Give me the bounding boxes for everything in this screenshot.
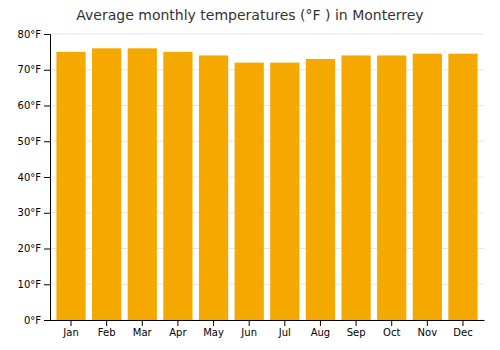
- x-tick: May: [203, 320, 224, 338]
- x-tick: Dec: [453, 320, 472, 338]
- y-tick: 70°F: [18, 64, 50, 75]
- x-tick-label: Dec: [453, 327, 472, 338]
- x-tick-label: Sep: [347, 327, 366, 338]
- x-axis: Jan Feb Mar Apr May Jun Jul Aug Sep Oct Nov Dec: [51, 320, 485, 338]
- bars: [56, 48, 477, 320]
- bar: [306, 59, 335, 320]
- y-tick: 60°F: [18, 100, 50, 111]
- x-tick-label: Oct: [383, 327, 400, 338]
- y-tick-mark: [44, 34, 50, 35]
- x-tick: Nov: [418, 320, 438, 338]
- bar: [448, 54, 477, 320]
- y-tick: 0°F: [24, 315, 50, 326]
- x-tick: Oct: [383, 320, 400, 338]
- bar: [92, 48, 121, 320]
- bar: [270, 63, 299, 320]
- y-tick-mark: [44, 141, 50, 142]
- y-tick-mark: [44, 284, 50, 285]
- y-tick: 30°F: [18, 207, 50, 218]
- y-tick: 20°F: [18, 243, 50, 254]
- x-tick-label: May: [203, 327, 224, 338]
- x-tick: Jan: [62, 320, 78, 338]
- y-tick: 10°F: [18, 279, 50, 290]
- x-tick-label: Jun: [240, 327, 257, 338]
- x-tick-mark: [356, 320, 357, 326]
- x-tick-label: Aug: [311, 327, 331, 338]
- bar: [341, 55, 370, 320]
- x-tick-mark: [284, 320, 285, 326]
- x-tick: Apr: [169, 320, 187, 338]
- x-tick-label: Jan: [62, 327, 78, 338]
- bar: [413, 54, 442, 320]
- x-tick-mark: [462, 320, 463, 326]
- y-axis: 0°F 10°F 20°F 30°F 40°F 50°F 60°F 70°F 80°F: [18, 29, 51, 326]
- y-tick-label: 0°F: [24, 315, 41, 326]
- x-tick-label: Jul: [278, 327, 291, 338]
- bar: [235, 63, 264, 320]
- y-tick-label: 70°F: [18, 64, 42, 75]
- bar: [56, 52, 85, 320]
- y-tick-label: 80°F: [18, 29, 42, 40]
- chart: 0°F 10°F 20°F 30°F 40°F 50°F 60°F 70°F 80°F Jan Fe…: [0, 0, 500, 350]
- x-tick: Feb: [98, 320, 116, 338]
- y-tick-label: 60°F: [18, 100, 42, 111]
- y-axis-line: [44, 35, 51, 321]
- x-tick-label: Feb: [98, 327, 116, 338]
- y-tick-label: 40°F: [18, 172, 42, 183]
- y-tick-mark: [44, 70, 50, 71]
- x-tick-mark: [427, 320, 428, 326]
- x-tick-mark: [249, 320, 250, 326]
- bar: [163, 52, 192, 320]
- x-tick-mark: [320, 320, 321, 326]
- y-tick-label: 50°F: [18, 136, 42, 147]
- grid-line: [50, 34, 484, 35]
- x-tick: Jun: [240, 320, 257, 338]
- x-tick-mark: [177, 320, 178, 326]
- y-tick-mark: [44, 213, 50, 214]
- x-tick-mark: [391, 320, 392, 326]
- y-tick-mark: [44, 249, 50, 250]
- x-tick: Aug: [311, 320, 331, 338]
- x-tick-mark: [142, 320, 143, 326]
- x-tick: Mar: [133, 320, 153, 338]
- x-axis-line: [51, 320, 485, 321]
- grid: [50, 34, 484, 320]
- bar: [377, 55, 406, 320]
- y-tick-mark: [44, 106, 50, 107]
- bar: [199, 55, 228, 320]
- y-tick-label: 20°F: [18, 243, 42, 254]
- x-tick-mark: [213, 320, 214, 326]
- plot: 0°F 10°F 20°F 30°F 40°F 50°F 60°F 70°F 80°F Jan Fe…: [18, 29, 485, 338]
- x-tick: Sep: [347, 320, 366, 338]
- y-tick-mark: [44, 177, 50, 178]
- y-tick-label: 30°F: [18, 207, 42, 218]
- y-tick: 80°F: [18, 29, 50, 40]
- x-tick-mark: [106, 320, 107, 326]
- x-tick-label: Apr: [169, 327, 187, 338]
- x-tick: Jul: [278, 320, 291, 338]
- x-tick-label: Mar: [133, 327, 153, 338]
- x-tick-label: Nov: [418, 327, 438, 338]
- x-tick-mark: [71, 320, 72, 326]
- y-tick-label: 10°F: [18, 279, 42, 290]
- y-tick: 50°F: [18, 136, 50, 147]
- y-tick: 40°F: [18, 172, 50, 183]
- title: Average monthly temperatures (°F ) in Mo…: [76, 7, 423, 23]
- bar: [128, 48, 157, 320]
- y-tick-mark: [44, 320, 50, 321]
